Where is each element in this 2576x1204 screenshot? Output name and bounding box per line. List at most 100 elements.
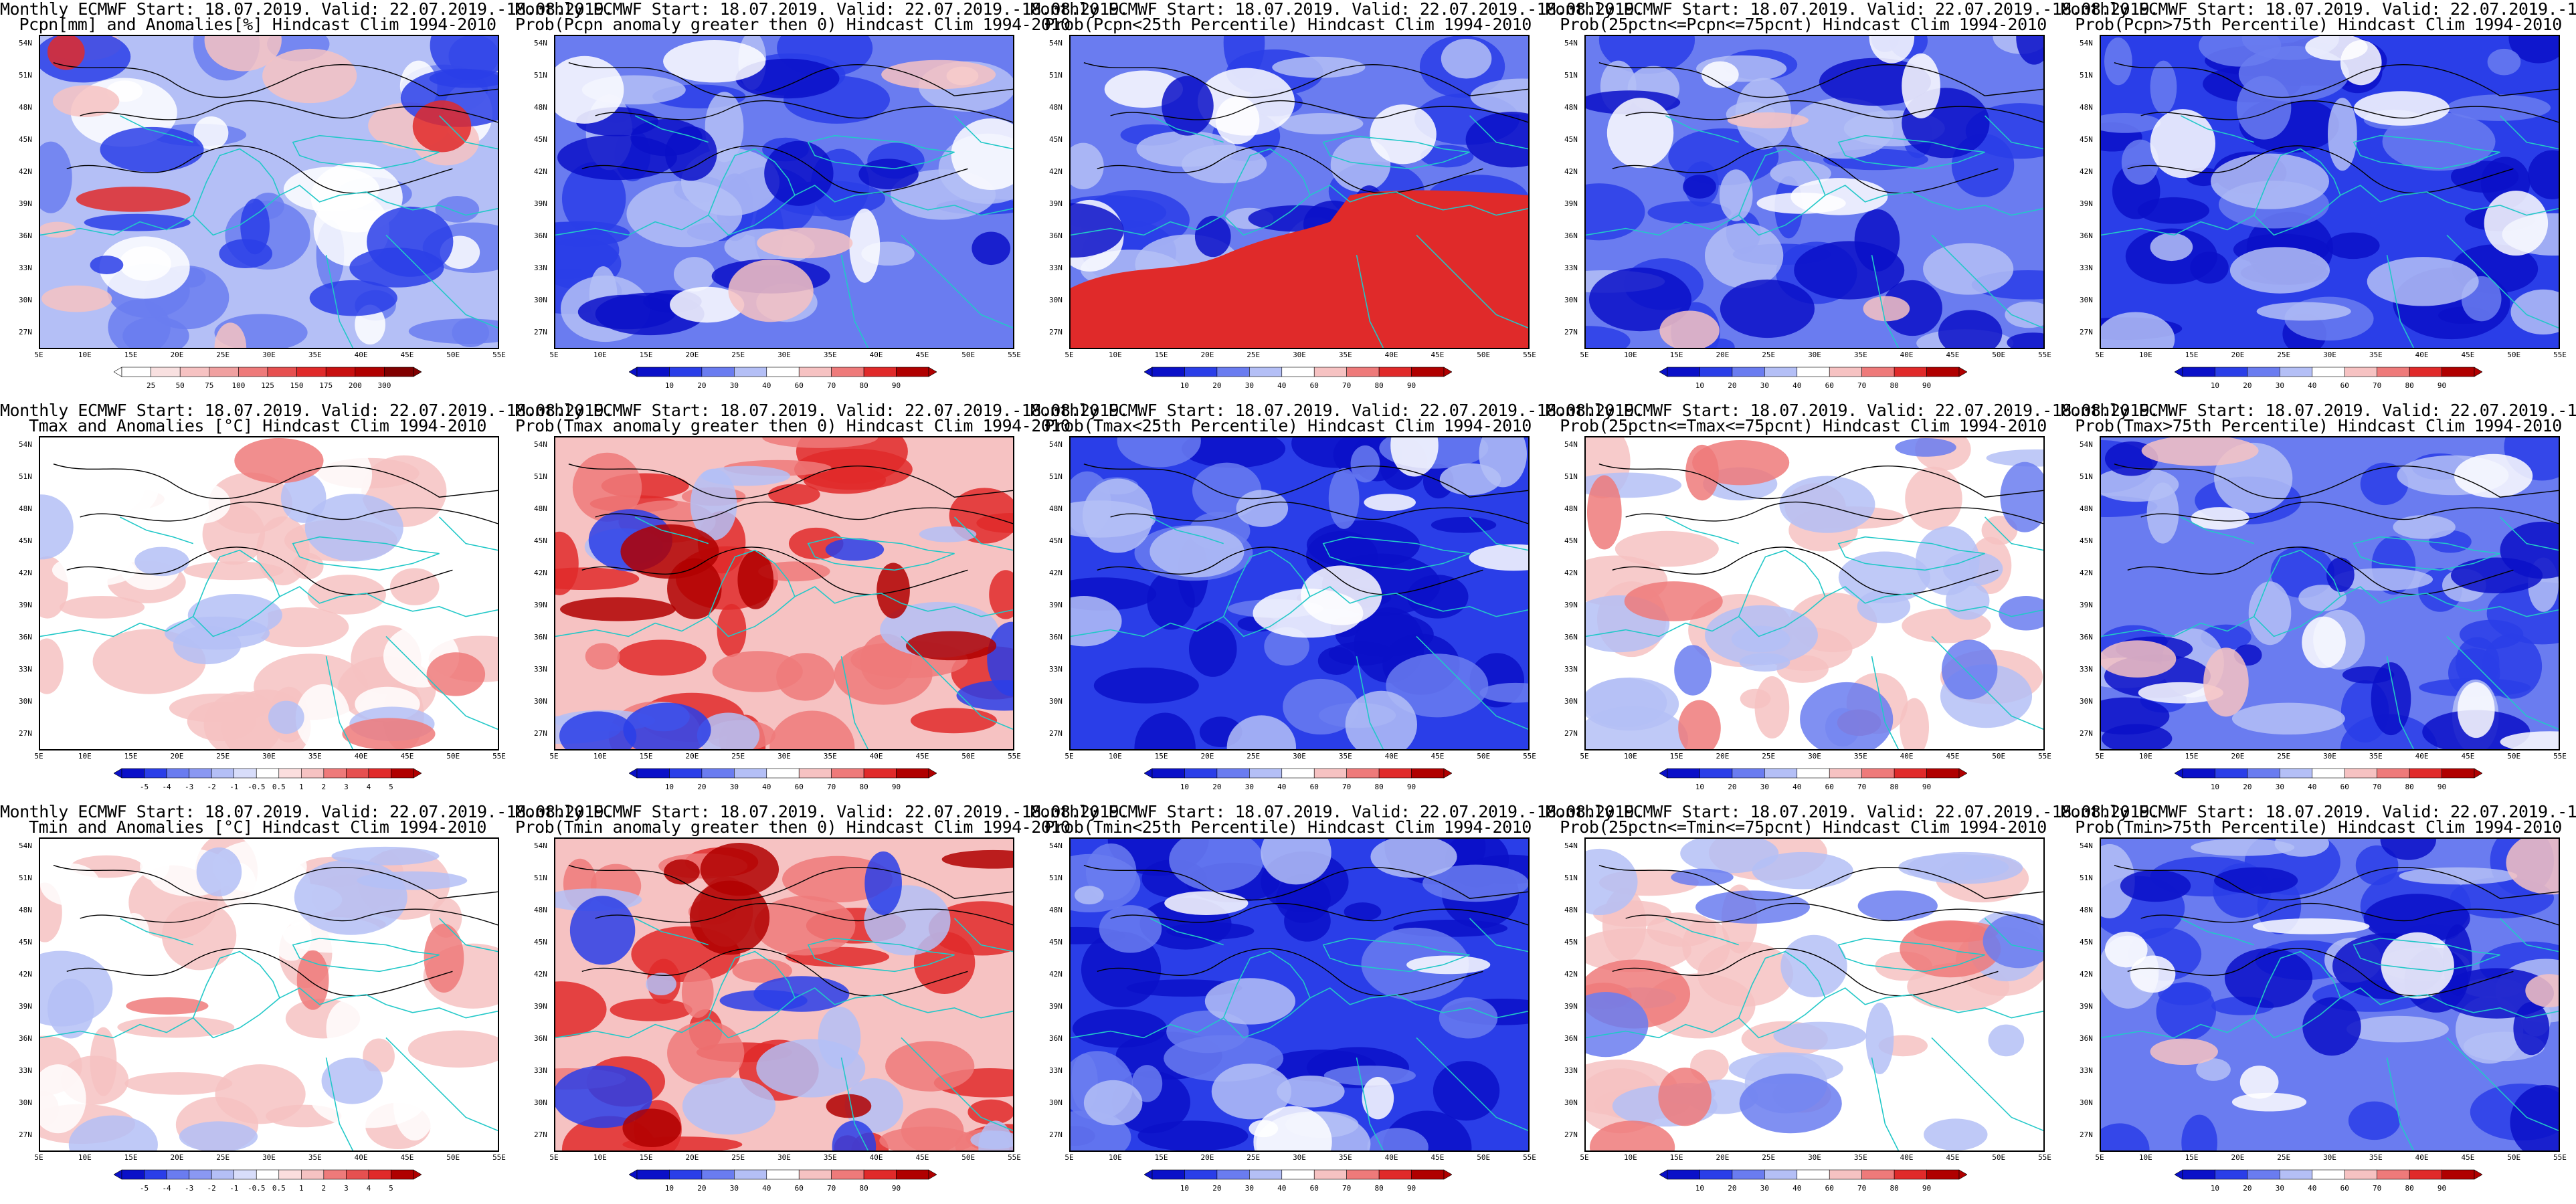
- colorbar: [114, 768, 422, 779]
- map-panel: Monthly ECMWF Start: 18.07.2019. Valid: …: [0, 401, 614, 803]
- lon-tick-label: 25E: [1247, 1153, 1261, 1162]
- colorbar-tick-label: -3: [184, 783, 194, 791]
- lat-tick-label: 42N: [1049, 569, 1063, 577]
- lon-tick-label: 40E: [1900, 350, 1914, 359]
- lon-tick-label: 20E: [1716, 350, 1730, 359]
- lat-tick-label: 36N: [1564, 231, 1578, 240]
- lon-tick-label: 40E: [354, 1153, 368, 1162]
- panel-subtitle: Prob(25pctn<=Pcpn<=75pcnt) Hindcast Clim…: [1560, 15, 2047, 34]
- panel-header: Monthly ECMWF Start: 18.07.2019. Valid: …: [2061, 401, 2576, 420]
- lon-tick-label: 30E: [262, 752, 276, 761]
- lon-tick-label: 30E: [2323, 350, 2336, 359]
- colorbar-tick-label: 60: [1309, 783, 1319, 791]
- lon-tick-label: 20E: [1200, 350, 1214, 359]
- map-panel: Monthly ECMWF Start: 18.07.2019. Valid: …: [1030, 0, 1644, 401]
- lat-tick-label: 48N: [534, 103, 547, 112]
- colorbar-tick-label: -4: [162, 783, 171, 791]
- map-panel: Monthly ECMWF Start: 18.07.2019. Valid: …: [1030, 803, 1644, 1204]
- lon-tick-label: 5E: [34, 752, 43, 761]
- lon-tick-label: 40E: [869, 752, 883, 761]
- lat-tick-label: 39N: [534, 601, 547, 609]
- lat-tick-label: 48N: [1564, 103, 1578, 112]
- lat-tick-label: 45N: [534, 536, 547, 545]
- panel-header: Monthly ECMWF Start: 18.07.2019. Valid: …: [515, 0, 1129, 19]
- colorbar-tick-label: 5: [389, 1184, 393, 1193]
- lon-tick-label: 45E: [2461, 752, 2475, 761]
- lon-tick-label: 40E: [2415, 350, 2429, 359]
- colorbar-tick-label: 80: [859, 783, 868, 791]
- colorbar-tick-label: 80: [1890, 783, 1899, 791]
- lon-tick-label: 55E: [1008, 1153, 1021, 1162]
- lon-tick-label: 45E: [1431, 1153, 1445, 1162]
- colorbar-tick-label: 90: [1922, 1184, 1932, 1193]
- lat-tick-label: 42N: [2080, 167, 2093, 176]
- colorbar-tick-label: 30: [1760, 381, 1769, 390]
- lon-tick-label: 50E: [446, 1153, 460, 1162]
- colorbar-tick-label: 3: [344, 783, 349, 791]
- lon-tick-label: 55E: [492, 1153, 506, 1162]
- lat-tick-label: 36N: [1564, 633, 1578, 641]
- lat-tick-label: 30N: [19, 1098, 32, 1107]
- lat-tick-label: 33N: [534, 1066, 547, 1075]
- lat-tick-label: 33N: [2080, 665, 2093, 674]
- lon-tick-label: 55E: [2038, 350, 2051, 359]
- colorbar-tick-label: 20: [2243, 381, 2252, 390]
- lon-tick-label: 50E: [961, 752, 976, 761]
- panel-subtitle: Tmax and Anomalies [°C] Hindcast Clim 19…: [29, 416, 486, 435]
- lat-tick-label: 33N: [534, 264, 547, 272]
- colorbar-labels: 10 20 30 40 60 70 80 90: [1659, 783, 1967, 792]
- colorbar-tick-label: 2: [321, 1184, 327, 1193]
- colorbar-tick-label: 90: [2437, 381, 2447, 390]
- colorbar-tick-label: 50: [175, 381, 185, 390]
- colorbar-tick-label: 90: [891, 783, 901, 791]
- lon-tick-label: 30E: [1808, 1153, 1821, 1162]
- lon-tick-label: 15E: [124, 350, 138, 359]
- colorbar-tick-label: 30: [1245, 381, 1254, 390]
- colorbar: [2175, 768, 2482, 779]
- lon-tick-label: 55E: [1523, 752, 1536, 761]
- colorbar-tick-label: 0.5: [272, 783, 286, 791]
- lon-tick-label: 55E: [492, 752, 506, 761]
- lon-tick-label: 20E: [1200, 1153, 1214, 1162]
- colorbar-tick-label: 90: [1922, 381, 1932, 390]
- colorbar-tick-label: 70: [827, 381, 836, 390]
- lon-tick-label: 25E: [2277, 1153, 2291, 1162]
- colorbar: [1144, 367, 1452, 377]
- lon-tick-label: 25E: [1762, 350, 1776, 359]
- lon-tick-label: 20E: [685, 350, 699, 359]
- colorbar-tick-label: 80: [2405, 783, 2414, 791]
- panel-header: Monthly ECMWF Start: 18.07.2019. Valid: …: [515, 802, 1129, 821]
- lon-tick-label: 25E: [2277, 752, 2291, 761]
- lat-tick-label: 39N: [1564, 199, 1578, 208]
- colorbar-tick-label: 70: [1857, 1184, 1867, 1193]
- lat-tick-label: 45N: [19, 938, 32, 946]
- lat-tick-label: 39N: [534, 199, 547, 208]
- colorbar: [2175, 1169, 2482, 1180]
- lon-tick-label: 20E: [1200, 752, 1214, 761]
- colorbar-tick-label: 40: [762, 1184, 771, 1193]
- lon-tick-label: 50E: [1477, 1153, 1491, 1162]
- lat-tick-label: 54N: [1564, 39, 1578, 47]
- colorbar-tick-label: 80: [2405, 1184, 2414, 1193]
- map-field: [40, 839, 498, 1150]
- lon-tick-label: 25E: [2277, 350, 2291, 359]
- lon-tick-label: 15E: [124, 1153, 138, 1162]
- lat-tick-label: 45N: [534, 135, 547, 144]
- lon-tick-label: 15E: [1669, 752, 1683, 761]
- lat-tick-label: 27N: [1049, 729, 1063, 738]
- colorbar-tick-label: 30: [2275, 1184, 2284, 1193]
- colorbar-tick-label: 20: [2243, 783, 2252, 791]
- map-field: [1586, 437, 2043, 749]
- colorbar-tick-label: 10: [2210, 381, 2220, 390]
- lon-tick-label: 10E: [1108, 752, 1122, 761]
- colorbar-tick-label: 1: [298, 1184, 304, 1193]
- lat-tick-label: 36N: [19, 1034, 32, 1043]
- colorbar-tick-label: -0.5: [247, 783, 266, 791]
- lat-tick-label: 30N: [19, 296, 32, 304]
- lon-tick-label: 50E: [2507, 1153, 2521, 1162]
- lon-tick-label: 50E: [961, 1153, 976, 1162]
- lat-tick-label: 48N: [19, 906, 32, 914]
- lat-tick-label: 33N: [1049, 665, 1063, 674]
- lat-tick-label: 33N: [19, 1066, 32, 1075]
- lon-tick-label: 40E: [1900, 1153, 1914, 1162]
